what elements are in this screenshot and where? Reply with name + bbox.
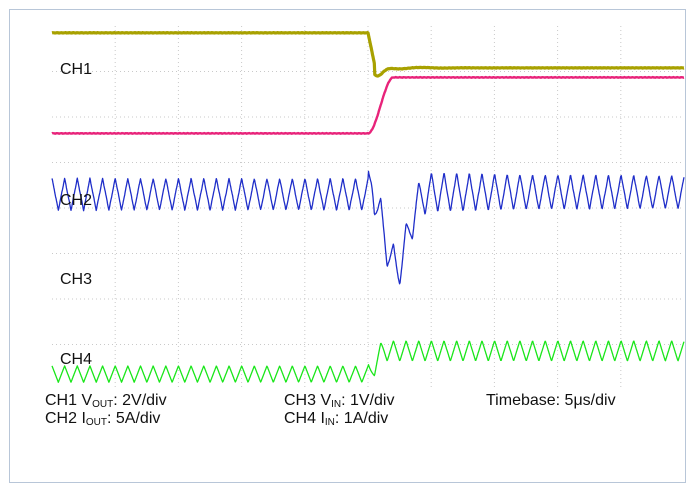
caption-ch1: CH1 VOUT: 2V/div bbox=[45, 392, 167, 410]
caption-ch2: CH2 IOUT: 5A/div bbox=[45, 410, 161, 428]
channel-label-ch3: CH3 bbox=[60, 271, 92, 288]
figure-frame: CH1 CH2 CH3 CH4 CH1 VOUT: 2V/div CH2 IOUT: … bbox=[9, 9, 686, 483]
trace-ch1 bbox=[50, 30, 686, 78]
grid bbox=[52, 26, 684, 390]
caption-ch3: CH3 VIN: 1V/div bbox=[284, 392, 395, 410]
channel-label-ch4: CH4 bbox=[60, 351, 92, 368]
trace-ch4 bbox=[51, 340, 685, 383]
oscilloscope-plot: CH1 CH2 CH3 CH4 bbox=[50, 26, 686, 390]
caption-ch4: CH4 IIN: 1A/div bbox=[284, 410, 389, 428]
caption-timebase: Timebase: 5μs/div bbox=[486, 392, 616, 409]
trace-ch3 bbox=[51, 170, 685, 285]
trace-ch2 bbox=[51, 75, 685, 135]
traces bbox=[50, 30, 686, 383]
channel-label-ch1: CH1 bbox=[60, 61, 92, 78]
channel-labels: CH1 CH2 CH3 CH4 bbox=[60, 61, 92, 368]
channel-label-ch2: CH2 bbox=[60, 192, 92, 209]
